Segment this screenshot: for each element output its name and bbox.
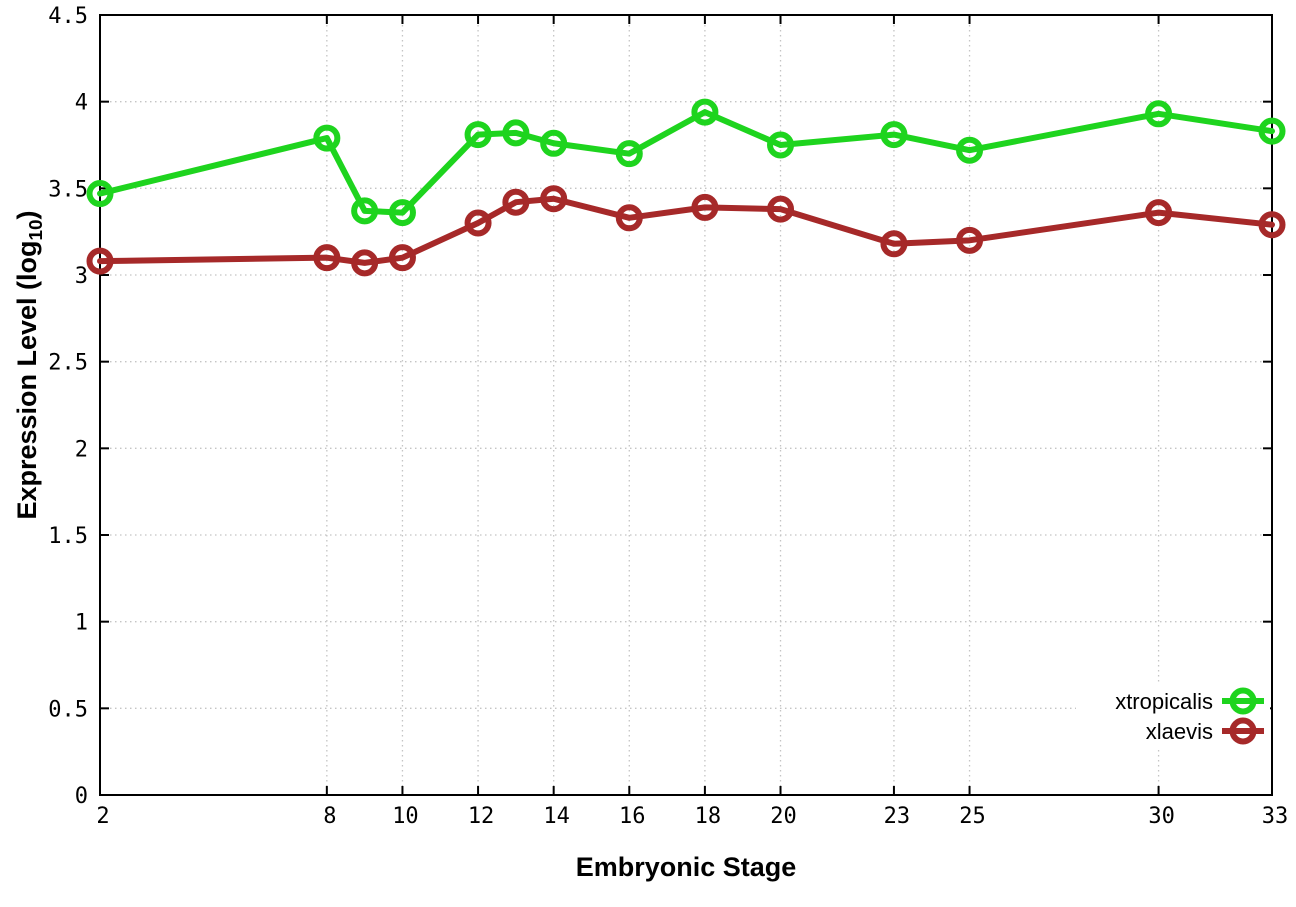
tick-labels: 0 0.5 1 1.5 2 2.5 3 3.5 4 4.5 2 8 10 12 14 16 18 20 23 25 30… <box>48 4 1288 829</box>
xtropicalis-marker <box>956 136 984 164</box>
y-tick-label: 1.5 <box>48 524 88 549</box>
xtropicalis-line <box>97 109 1275 216</box>
xlaevis-marker <box>502 188 530 216</box>
y-axis-title: Expression Level (log10) <box>12 210 48 519</box>
legend-marker-xlaevis <box>1229 717 1257 745</box>
x-tick-label: 33 <box>1262 804 1289 829</box>
xtropicalis-marker <box>388 199 416 227</box>
xtropicalis-marker <box>1258 117 1286 145</box>
xtropicalis-marker <box>351 197 379 225</box>
legend-marker-xtropicalis <box>1229 687 1257 715</box>
y-tick-label: 3.5 <box>48 177 88 202</box>
x-tick-label: 12 <box>468 804 495 829</box>
tick-marks <box>99 14 1273 796</box>
xtropicalis-marker <box>615 140 643 168</box>
xtropicalis-marker <box>464 121 492 149</box>
xlaevis-marker <box>691 193 719 221</box>
x-tick-label: 2 <box>96 804 109 829</box>
x-axis-title: Embryonic Stage <box>575 852 797 882</box>
y-tick-label: 3 <box>75 264 88 289</box>
y-tick-label: 2 <box>75 437 88 462</box>
xlaevis-marker <box>1145 199 1173 227</box>
plot-border <box>99 14 1273 796</box>
x-tick-label: 30 <box>1148 804 1175 829</box>
xlaevis-marker <box>880 230 908 258</box>
gridlines <box>100 15 1272 795</box>
x-tick-label: 23 <box>884 804 911 829</box>
xlaevis-marker <box>767 195 795 223</box>
y-axis-title-subscript: 10 <box>26 219 48 241</box>
legend-label-xlaevis: xlaevis <box>1146 719 1213 744</box>
y-tick-label: 0 <box>75 784 88 809</box>
y-tick-label: 1 <box>75 611 88 636</box>
xlaevis-marker <box>615 204 643 232</box>
xlaevis-marker <box>86 247 114 275</box>
x-tick-label: 25 <box>959 804 986 829</box>
y-tick-label: 0.5 <box>48 697 88 722</box>
xtropicalis-marker <box>313 124 341 152</box>
legend-label-xtropicalis: xtropicalis <box>1115 689 1213 714</box>
xtropicalis-marker <box>691 98 719 126</box>
x-tick-label: 20 <box>770 804 797 829</box>
x-tick-label: 10 <box>392 804 419 829</box>
x-tick-label: 18 <box>695 804 722 829</box>
xlaevis-marker <box>388 244 416 272</box>
series-xlaevis <box>86 185 1286 277</box>
xlaevis-marker <box>1258 211 1286 239</box>
xlaevis-marker <box>540 185 568 213</box>
y-axis-title-text: Expression Level (log <box>11 240 42 520</box>
legend: xtropicalis xlaevis <box>1076 682 1270 748</box>
xtropicalis-marker <box>540 129 568 157</box>
xtropicalis-marker <box>767 131 795 159</box>
x-tick-label: 8 <box>323 804 336 829</box>
series-xtropicalis <box>86 98 1286 227</box>
y-axis-title-close: ) <box>11 210 42 220</box>
xlaevis-marker <box>313 244 341 272</box>
xlaevis-line <box>97 195 1275 266</box>
xlaevis-marker <box>464 209 492 237</box>
xlaevis-marker <box>351 249 379 277</box>
y-tick-label: 4 <box>75 91 88 116</box>
xtropicalis-marker <box>1145 100 1173 128</box>
y-tick-label: 2.5 <box>48 351 88 376</box>
xtropicalis-marker <box>502 119 530 147</box>
x-tick-label: 14 <box>543 804 570 829</box>
x-tick-label: 16 <box>619 804 646 829</box>
y-tick-label: 4.5 <box>48 4 88 29</box>
xlaevis-marker <box>956 226 984 254</box>
xtropicalis-marker <box>86 180 114 208</box>
xtropicalis-marker <box>880 121 908 149</box>
